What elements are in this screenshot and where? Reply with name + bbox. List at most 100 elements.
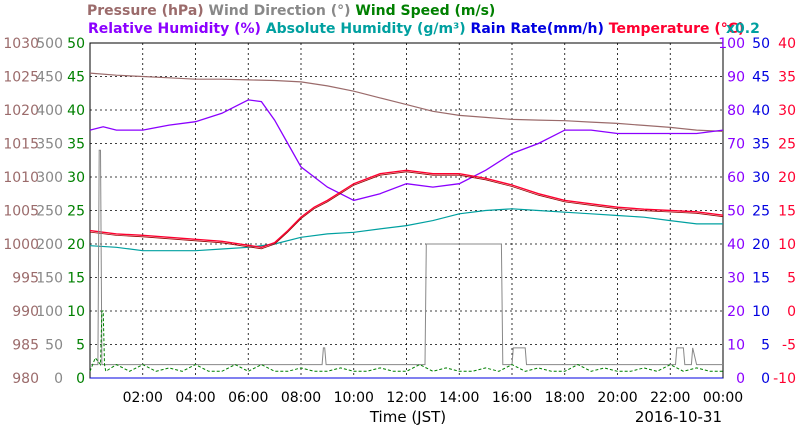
- x-axis-label: Time (JST): [369, 408, 446, 426]
- chart-grid: [89, 42, 724, 379]
- wind_speed-tick-label: 40: [67, 103, 85, 119]
- series-pressure: [89, 72, 724, 132]
- legend-row-1: Pressure (hPa) Wind Direction (°) Wind S…: [87, 3, 495, 19]
- humidity-tick-label: 60: [727, 170, 745, 186]
- x-tick-label: 00:00: [703, 390, 743, 406]
- temperature-tick-label: 15: [778, 204, 796, 220]
- wind_direction-tick-label: 0: [54, 371, 63, 387]
- rain-tick-label: 35: [752, 137, 770, 153]
- wind_direction-tick-label: 150: [36, 271, 63, 287]
- temperature-tick-label: -10: [773, 371, 796, 387]
- legend-abs_humidity: Absolute Humidity (g/m³): [261, 21, 466, 37]
- humidity-tick-label: 40: [727, 237, 745, 253]
- x-tick-label: 20:00: [597, 390, 637, 406]
- pressure-tick-label: 995: [12, 271, 39, 287]
- series-abs_humidity: [89, 208, 723, 252]
- series-temperature: [89, 169, 724, 249]
- x-tick-label: 02:00: [123, 390, 163, 406]
- wind_speed-tick-label: 15: [67, 271, 85, 287]
- x-tick-label: 14:00: [439, 390, 479, 406]
- wind_direction-tick-label: 300: [36, 170, 63, 186]
- temperature-tick-label: 5: [787, 271, 796, 287]
- wind_speed-tick-label: 50: [67, 36, 85, 52]
- rain-tick-label: 40: [752, 103, 770, 119]
- axis-ticks: 1030102510201015101010051000995990985980…: [3, 36, 796, 406]
- wind_speed-tick-label: 35: [67, 137, 85, 153]
- legend-wind_direction: Wind Direction (°): [204, 3, 351, 19]
- plot-area: [89, 72, 724, 379]
- rain-tick-label: 5: [761, 338, 770, 354]
- pressure-tick-label: 1010: [3, 170, 39, 186]
- pressure-tick-label: 985: [12, 338, 39, 354]
- legend-temperature: Temperature (°C): [604, 21, 745, 37]
- pressure-tick-label: 980: [12, 371, 39, 387]
- humidity-tick-label: 100: [718, 36, 745, 52]
- series-temperature-shadow: [89, 171, 724, 250]
- humidity-tick-label: 80: [727, 103, 745, 119]
- legend-pressure: Pressure (hPa): [87, 3, 204, 19]
- wind_direction-tick-label: 450: [36, 70, 63, 86]
- wind_speed-tick-label: 20: [67, 237, 85, 253]
- humidity-tick-label: 70: [727, 137, 745, 153]
- humidity-tick-label: 90: [727, 70, 745, 86]
- wind_speed-tick-label: 25: [67, 204, 85, 220]
- wind_direction-tick-label: 350: [36, 137, 63, 153]
- rain-tick-label: 10: [752, 304, 770, 320]
- wind_speed-tick-label: 5: [76, 338, 85, 354]
- pressure-tick-label: 1030: [3, 36, 39, 52]
- pressure-tick-label: 1025: [3, 70, 39, 86]
- wind_speed-tick-label: 0: [76, 371, 85, 387]
- wind_direction-tick-label: 250: [36, 204, 63, 220]
- rain-tick-label: 25: [752, 204, 770, 220]
- x-tick-label: 16:00: [492, 390, 532, 406]
- legend-row-2: Relative Humidity (%) Absolute Humidity …: [88, 21, 744, 37]
- wind_direction-tick-label: 200: [36, 237, 63, 253]
- humidity-tick-label: 30: [727, 271, 745, 287]
- rain-tick-label: 50: [752, 36, 770, 52]
- series-humidity: [89, 99, 724, 202]
- legend-wind_speed: Wind Speed (m/s): [351, 3, 496, 19]
- rain-tick-label: 15: [752, 271, 770, 287]
- humidity-tick-label: 20: [727, 304, 745, 320]
- date-label: 2016-10-31: [635, 408, 722, 426]
- pressure-tick-label: 990: [12, 304, 39, 320]
- x-tick-label: 12:00: [386, 390, 426, 406]
- pressure-tick-label: 1020: [3, 103, 39, 119]
- x-tick-label: 18:00: [545, 390, 585, 406]
- humidity-tick-label: 50: [727, 204, 745, 220]
- multiplier-label: x0.2: [726, 21, 760, 37]
- x-tick-label: 10:00: [334, 390, 374, 406]
- humidity-tick-label: 10: [727, 338, 745, 354]
- humidity-tick-label: 0: [736, 371, 745, 387]
- pressure-tick-label: 1005: [3, 204, 39, 220]
- temperature-tick-label: 0: [787, 304, 796, 320]
- temperature-tick-label: 10: [778, 237, 796, 253]
- wind_speed-tick-label: 10: [67, 304, 85, 320]
- legend-rain: Rain Rate(mm/h): [466, 21, 604, 37]
- x-tick-label: 06:00: [228, 390, 268, 406]
- series-wind_direction: [90, 149, 723, 366]
- rain-tick-label: 30: [752, 170, 770, 186]
- pressure-tick-label: 1000: [3, 237, 39, 253]
- pressure-tick-label: 1015: [3, 137, 39, 153]
- rain-tick-label: 0: [761, 371, 770, 387]
- chart-header: Pressure (hPa) Wind Direction (°) Wind S…: [87, 3, 760, 37]
- wind_direction-tick-label: 100: [36, 304, 63, 320]
- series-wind_speed: [89, 310, 723, 373]
- wind_speed-tick-label: 30: [67, 170, 85, 186]
- wind_direction-tick-label: 500: [36, 36, 63, 52]
- x-tick-label: 22:00: [650, 390, 690, 406]
- legend-humidity: Relative Humidity (%): [88, 21, 261, 37]
- wind_direction-tick-label: 50: [45, 338, 63, 354]
- rain-tick-label: 20: [752, 237, 770, 253]
- temperature-tick-label: 35: [778, 70, 796, 86]
- x-tick-label: 08:00: [281, 390, 321, 406]
- wind_direction-tick-label: 400: [36, 103, 63, 119]
- temperature-tick-label: -5: [782, 338, 796, 354]
- temperature-tick-label: 40: [778, 36, 796, 52]
- temperature-tick-label: 25: [778, 137, 796, 153]
- rain-tick-label: 45: [752, 70, 770, 86]
- wind_speed-tick-label: 45: [67, 70, 85, 86]
- temperature-tick-label: 30: [778, 103, 796, 119]
